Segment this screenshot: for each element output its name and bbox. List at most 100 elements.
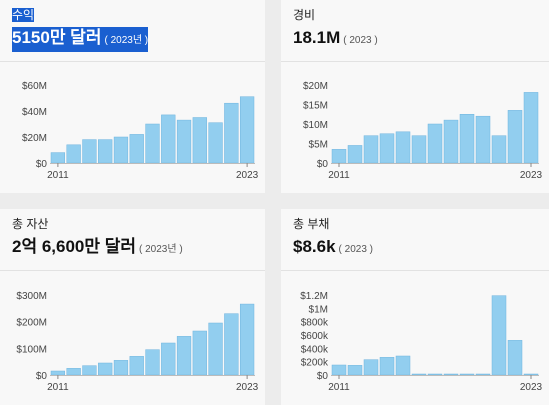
bar-2022 xyxy=(224,102,239,164)
card-value-line: 2억 6,600만 달러( 2023년 ) xyxy=(12,236,183,261)
x-tick-label: 2011 xyxy=(47,382,69,393)
card-value: 2억 6,600만 달러 xyxy=(12,237,137,256)
y-tick-label: $0 xyxy=(317,159,329,170)
expenses-chart: $0 $5M $10M $15M $20M 2011 2023 xyxy=(303,81,543,181)
bar-2017 xyxy=(427,123,443,164)
y-tick-label: $400k xyxy=(301,344,329,355)
y-tick-label: $40M xyxy=(22,107,47,118)
bar-2017 xyxy=(145,123,160,164)
bar-2020 xyxy=(192,117,207,164)
bar-2013 xyxy=(363,135,379,164)
y-tick-label: $1M xyxy=(309,304,328,315)
bar-2021 xyxy=(208,122,223,164)
y-tick-label: $600k xyxy=(301,331,329,342)
bar-2016 xyxy=(129,134,144,164)
bar-2020 xyxy=(475,373,491,376)
bar-2012 xyxy=(66,144,81,164)
card-year: ( 2023 ) xyxy=(343,35,378,46)
card-header: 수익 5150만 달러( 2023년 ) xyxy=(0,0,265,62)
bar-2011 xyxy=(331,364,347,376)
card-title: 총 자산 xyxy=(12,217,49,231)
card-value: 5150만 달러 xyxy=(12,28,102,47)
bar-2011 xyxy=(50,370,66,376)
bar-2012 xyxy=(347,365,363,376)
total-assets-chart: $0 $100M $200M $300M 2011 2023 xyxy=(16,291,258,393)
bar-2022 xyxy=(224,313,239,376)
bar-2019 xyxy=(176,336,192,376)
y-tick-label: $15M xyxy=(303,101,328,112)
x-tick-label: 2011 xyxy=(328,382,350,393)
y-tick-label: $0 xyxy=(36,159,48,170)
card-value-line: 5150만 달러( 2023년 ) xyxy=(12,27,149,52)
bar-2019 xyxy=(459,114,475,164)
bar-2018 xyxy=(161,342,176,376)
bar-2015 xyxy=(113,360,129,376)
x-tick-label: 2023 xyxy=(520,382,543,393)
card-year: ( 2023년 ) xyxy=(139,244,183,255)
bar-2021 xyxy=(208,322,223,376)
card-title: 경비 xyxy=(293,8,316,22)
bar-2016 xyxy=(411,373,427,376)
bar-2013 xyxy=(363,359,379,376)
bar-2011 xyxy=(50,152,66,164)
x-tick-label: 2023 xyxy=(236,170,259,181)
card-value: 18.1M xyxy=(293,28,341,47)
y-tick-label: $300M xyxy=(16,291,47,302)
total-assets-card[interactable]: 총 자산 2억 6,600만 달러( 2023년 ) $0 $100M $200M $… xyxy=(0,209,265,405)
y-tick-label: $200k xyxy=(301,358,329,369)
bar-2023 xyxy=(239,303,255,376)
bar-2023 xyxy=(523,373,539,376)
y-tick-label: $0 xyxy=(317,371,329,382)
bar-2015 xyxy=(113,136,129,164)
bar-2021 xyxy=(491,135,507,164)
bar-2022 xyxy=(507,340,523,376)
bar-2016 xyxy=(411,135,427,164)
bar-2020 xyxy=(192,330,207,376)
revenue-card[interactable]: 수익 5150만 달러( 2023년 ) $0 $20M $40M $60M 2011 2… xyxy=(0,0,265,193)
bar-2014 xyxy=(379,133,395,164)
bar-2015 xyxy=(395,355,411,376)
card-header: 경비 18.1M( 2023 ) xyxy=(281,0,549,62)
total-liabilities-chart: $0 $200k $400k $600k $800k $1M $1.2M 2011 2023 xyxy=(300,291,543,393)
bar-2016 xyxy=(129,356,144,376)
expenses-card[interactable]: 경비 18.1M( 2023 ) $0 $5M $10M $15M $20M 2011 20… xyxy=(281,0,549,193)
bar-2021 xyxy=(491,295,507,376)
card-value-line: 18.1M( 2023 ) xyxy=(293,27,378,52)
x-tick-label: 2023 xyxy=(520,170,543,181)
card-header: 총 부채 $8.6k( 2023 ) xyxy=(281,209,549,271)
y-tick-label: $800k xyxy=(301,318,329,329)
card-title: 수익 xyxy=(12,8,35,22)
bar-2013 xyxy=(82,139,97,164)
revenue-chart: $0 $20M $40M $60M 2011 2023 xyxy=(22,81,259,181)
bar-2012 xyxy=(66,368,81,376)
y-tick-label: $10M xyxy=(303,120,328,131)
bar-2014 xyxy=(98,139,113,164)
card-title: 총 부채 xyxy=(293,217,330,231)
y-tick-label: $20M xyxy=(22,133,47,144)
bar-2017 xyxy=(145,349,160,376)
y-tick-label: $5M xyxy=(309,140,328,151)
card-year: ( 2023년 ) xyxy=(104,35,149,46)
bar-2019 xyxy=(459,373,475,376)
bar-2011 xyxy=(331,149,347,164)
card-year: ( 2023 ) xyxy=(338,244,374,255)
bar-2014 xyxy=(379,357,395,376)
y-tick-label: $200M xyxy=(16,318,47,329)
x-tick-label: 2011 xyxy=(47,170,69,181)
bar-2018 xyxy=(443,119,459,164)
bar-2014 xyxy=(98,362,113,376)
y-tick-label: $0 xyxy=(36,371,48,382)
bar-2022 xyxy=(507,110,523,164)
x-tick-label: 2011 xyxy=(328,170,350,181)
y-tick-label: $20M xyxy=(303,81,328,92)
bar-2023 xyxy=(239,96,255,164)
total-liabilities-card[interactable]: 총 부채 $8.6k( 2023 ) $0 $200k $400k $600k $800… xyxy=(281,209,549,405)
bar-2017 xyxy=(427,373,443,376)
bar-2019 xyxy=(176,119,192,164)
bar-2018 xyxy=(161,114,176,164)
card-header: 총 자산 2억 6,600만 달러( 2023년 ) xyxy=(0,209,265,271)
card-value-line: $8.6k( 2023 ) xyxy=(293,236,373,261)
y-tick-label: $60M xyxy=(22,81,47,92)
bar-2020 xyxy=(475,115,491,164)
bar-2023 xyxy=(523,92,539,164)
